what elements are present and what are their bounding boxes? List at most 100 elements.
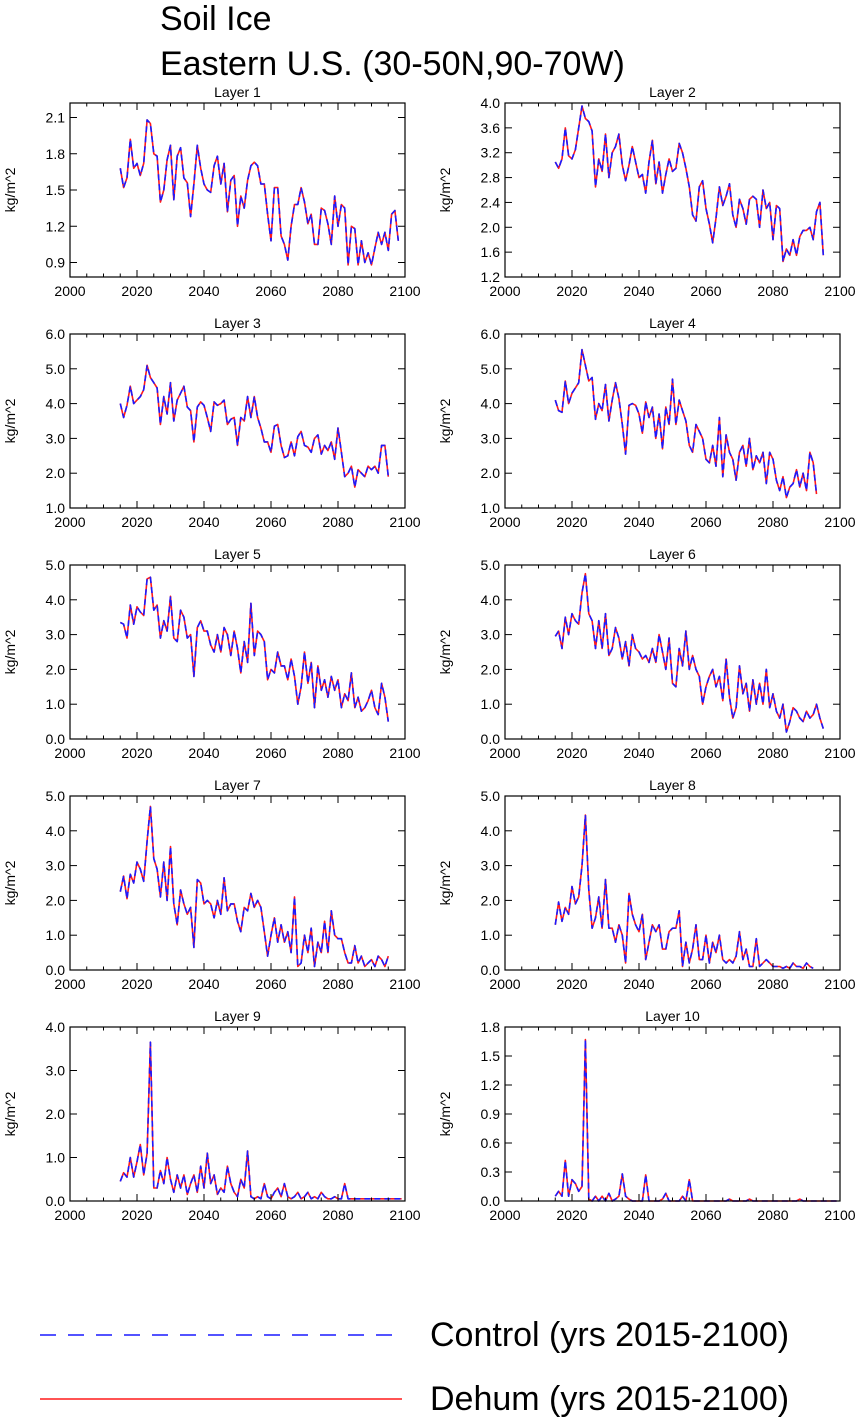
x-tick-label: 2020 [121, 976, 152, 992]
x-tick-label: 2020 [556, 1207, 587, 1223]
x-tick-label: 2080 [757, 514, 788, 530]
y-tick-label: 5.0 [481, 788, 501, 804]
y-tick-label: 4.0 [481, 396, 501, 412]
x-tick-label: 2000 [489, 745, 520, 761]
y-tick-label: 0.0 [481, 731, 501, 747]
y-tick-label: 0.9 [481, 1106, 501, 1122]
x-tick-label: 2000 [489, 976, 520, 992]
chart-panel-8: Layer 8 2000 2020 2040 2060 2080 2100 0.0 1.0 2.0… [437, 777, 856, 992]
x-tick-label: 2020 [121, 1207, 152, 1223]
x-tick-label: 2020 [121, 745, 152, 761]
y-tick-label: 1.0 [481, 927, 501, 943]
x-tick-label: 2000 [489, 514, 520, 530]
x-tick-label: 2040 [188, 745, 219, 761]
x-tick-label: 2080 [757, 976, 788, 992]
x-tick-label: 2040 [188, 283, 219, 299]
y-tick-label: 0.3 [481, 1164, 501, 1180]
y-tick-label: 1.5 [481, 1048, 501, 1064]
y-tick-label: 3.0 [481, 858, 501, 874]
y-tick-label: 3.6 [481, 120, 501, 136]
y-axis-label: kg/m^2 [437, 167, 453, 212]
x-tick-label: 2060 [255, 283, 286, 299]
x-tick-label: 2000 [489, 283, 520, 299]
y-tick-label: 2.0 [46, 1106, 66, 1122]
x-tick-label: 2100 [824, 1207, 855, 1223]
y-tick-label: 5.0 [46, 361, 66, 377]
x-tick-label: 2060 [690, 514, 721, 530]
chart-panel-5: Layer 5 2000 2020 2040 2060 2080 2100 0.0 1.0 2.0… [2, 546, 421, 761]
legend-label-dehum: Dehum (yrs 2015-2100) [430, 1380, 789, 1418]
y-tick-label: 1.0 [46, 696, 66, 712]
series-line-control [554, 105, 825, 263]
y-tick-label: 0.0 [46, 1193, 66, 1209]
x-tick-label: 2040 [188, 1207, 219, 1223]
y-tick-label: 1.2 [481, 269, 501, 285]
y-axis-label: kg/m^2 [437, 629, 453, 674]
x-tick-label: 2040 [623, 745, 654, 761]
panel-title: Layer 1 [214, 84, 261, 100]
y-tick-label: 4.0 [481, 95, 501, 111]
y-tick-label: 4.0 [46, 1019, 66, 1035]
y-tick-label: 5.0 [46, 788, 66, 804]
y-tick-label: 1.8 [481, 1019, 501, 1035]
x-tick-label: 2060 [690, 283, 721, 299]
y-tick-label: 1.0 [46, 500, 66, 516]
y-tick-label: 2.0 [481, 219, 501, 235]
x-tick-label: 2080 [322, 283, 353, 299]
y-tick-label: 4.0 [481, 823, 501, 839]
y-tick-label: 0.0 [46, 731, 66, 747]
x-tick-label: 2040 [188, 514, 219, 530]
x-tick-label: 2100 [389, 1207, 420, 1223]
y-tick-label: 2.0 [46, 465, 66, 481]
figure-title-line1: Soil Ice [160, 0, 272, 38]
y-axis-label: kg/m^2 [2, 167, 18, 212]
x-tick-label: 2060 [255, 745, 286, 761]
panel-title: Layer 7 [214, 777, 261, 793]
y-tick-label: 4.0 [481, 592, 501, 608]
y-tick-label: 5.0 [481, 557, 501, 573]
y-tick-label: 2.4 [481, 194, 501, 210]
y-tick-label: 3.0 [481, 627, 501, 643]
x-tick-label: 2080 [757, 283, 788, 299]
x-tick-label: 2060 [255, 976, 286, 992]
y-tick-label: 1.2 [481, 1077, 501, 1093]
y-tick-label: 4.0 [46, 396, 66, 412]
series-line-control [119, 119, 400, 266]
x-tick-label: 2000 [54, 514, 85, 530]
y-tick-label: 3.0 [46, 430, 66, 446]
y-tick-label: 2.0 [46, 661, 66, 677]
chart-panel-1: Layer 1 2000 2020 2040 2060 2080 2100 0.9 1.2 1.5… [2, 84, 421, 299]
series-line-control [554, 814, 814, 970]
y-axis-label: kg/m^2 [2, 629, 18, 674]
x-tick-label: 2040 [623, 1207, 654, 1223]
y-tick-label: 3.0 [46, 858, 66, 874]
y-axis-label: kg/m^2 [2, 860, 18, 905]
series-line-control [119, 576, 390, 722]
x-tick-label: 2020 [121, 514, 152, 530]
chart-panel-4: Layer 4 2000 2020 2040 2060 2080 2100 1.0 2.0 3.0… [437, 315, 856, 530]
x-tick-label: 2060 [255, 514, 286, 530]
x-tick-label: 2020 [556, 745, 587, 761]
y-tick-label: 1.0 [46, 927, 66, 943]
y-tick-label: 2.0 [481, 465, 501, 481]
x-tick-label: 2040 [623, 514, 654, 530]
x-tick-label: 2080 [322, 1207, 353, 1223]
x-tick-label: 2020 [556, 976, 587, 992]
chart-panel-10: Layer 10 2000 2020 2040 2060 2080 2100 0.0 0.3 0.… [437, 1008, 856, 1223]
y-axis-label: kg/m^2 [437, 1091, 453, 1136]
x-tick-label: 2080 [757, 1207, 788, 1223]
y-tick-label: 2.8 [481, 170, 501, 186]
y-tick-label: 3.0 [46, 1063, 66, 1079]
x-tick-label: 2060 [690, 1207, 721, 1223]
y-tick-label: 3.0 [481, 430, 501, 446]
y-tick-label: 6.0 [481, 326, 501, 342]
x-tick-label: 2100 [389, 514, 420, 530]
chart-panel-9: Layer 9 2000 2020 2040 2060 2080 2100 0.0 1.0 2.0… [2, 1008, 421, 1223]
panel-title: Layer 2 [649, 84, 696, 100]
y-tick-label: 6.0 [46, 326, 66, 342]
x-tick-label: 2040 [623, 283, 654, 299]
panel-title: Layer 3 [214, 315, 261, 331]
x-tick-label: 2100 [389, 976, 420, 992]
chart-panel-3: Layer 3 2000 2020 2040 2060 2080 2100 1.0 2.0 3.0… [2, 315, 421, 530]
